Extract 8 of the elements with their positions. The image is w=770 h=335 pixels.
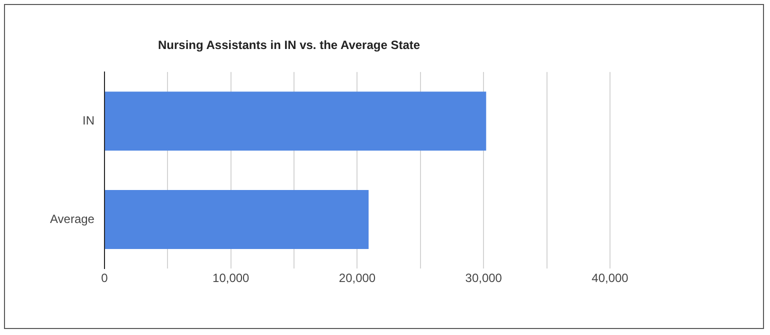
y-tick-label: Average	[50, 212, 95, 226]
x-tick-label: 20,000	[338, 271, 376, 286]
x-tick-label: 40,000	[592, 271, 629, 286]
x-tick-label: 30,000	[465, 271, 502, 286]
chart-title: Nursing Assistants in IN vs. the Average State	[158, 38, 420, 52]
x-tick-label: 10,000	[212, 271, 250, 286]
x-tick-label: 0	[101, 271, 108, 286]
y-tick-label: IN	[82, 113, 94, 128]
